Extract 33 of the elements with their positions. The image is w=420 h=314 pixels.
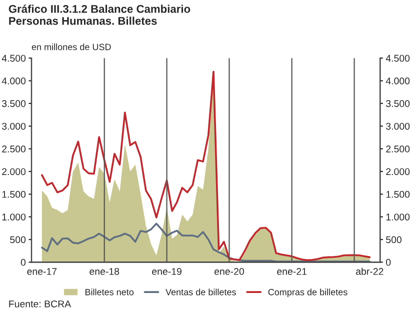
y-tick-label: 1.500	[2, 190, 26, 198]
y2-tick-label: 0	[386, 258, 391, 266]
x-tick-label: ene-20	[214, 268, 244, 275]
y-axis-title: en millones de USD	[32, 44, 111, 50]
y2-tick-label: 3.500	[386, 100, 410, 108]
y-tick-label: 2.000	[2, 168, 26, 176]
y2-tick-label: 500	[386, 236, 402, 244]
y-tick-label: 1.000	[2, 214, 26, 220]
y2-tick-label: 3.000	[386, 122, 410, 130]
y2-tick-label: 2.000	[386, 168, 410, 176]
legend-label: Billetes neto	[85, 288, 134, 296]
y-tick-label: 3.500	[2, 100, 26, 108]
x-tick-label: ene-21	[277, 268, 306, 275]
line-series	[41, 222, 371, 262]
chart-title: Gráfico III.3.1.2 Balance Cambiario Personas Humanas. Billetes	[8, 4, 190, 25]
x-tick-label: ene-19	[152, 268, 182, 275]
y-tick-label: 500	[10, 236, 26, 244]
legend-label: Ventas de billetes	[166, 288, 236, 296]
y2-tick-label: 2.500	[386, 146, 410, 152]
x-tick-label: ene-17	[27, 268, 57, 275]
y2-tick-label: 1.500	[386, 190, 410, 198]
source-note: Fuente: BCRA	[9, 300, 72, 308]
y-tick-label: 4.000	[2, 78, 26, 84]
y-tick-label: 0	[20, 258, 26, 266]
x-tick-label: ene-18	[90, 268, 120, 275]
x-tick-label: abr-22	[356, 268, 384, 275]
y2-tick-label: 4.000	[386, 78, 410, 84]
y2-tick-label: 4.500	[386, 54, 410, 62]
legend-label: Compras de billetes	[268, 288, 348, 298]
y-tick-label: 3.000	[2, 122, 26, 130]
y-tick-label: 2.500	[2, 146, 26, 152]
y2-tick-label: 1.000	[386, 214, 410, 220]
y-tick-label: 4.500	[2, 54, 26, 62]
